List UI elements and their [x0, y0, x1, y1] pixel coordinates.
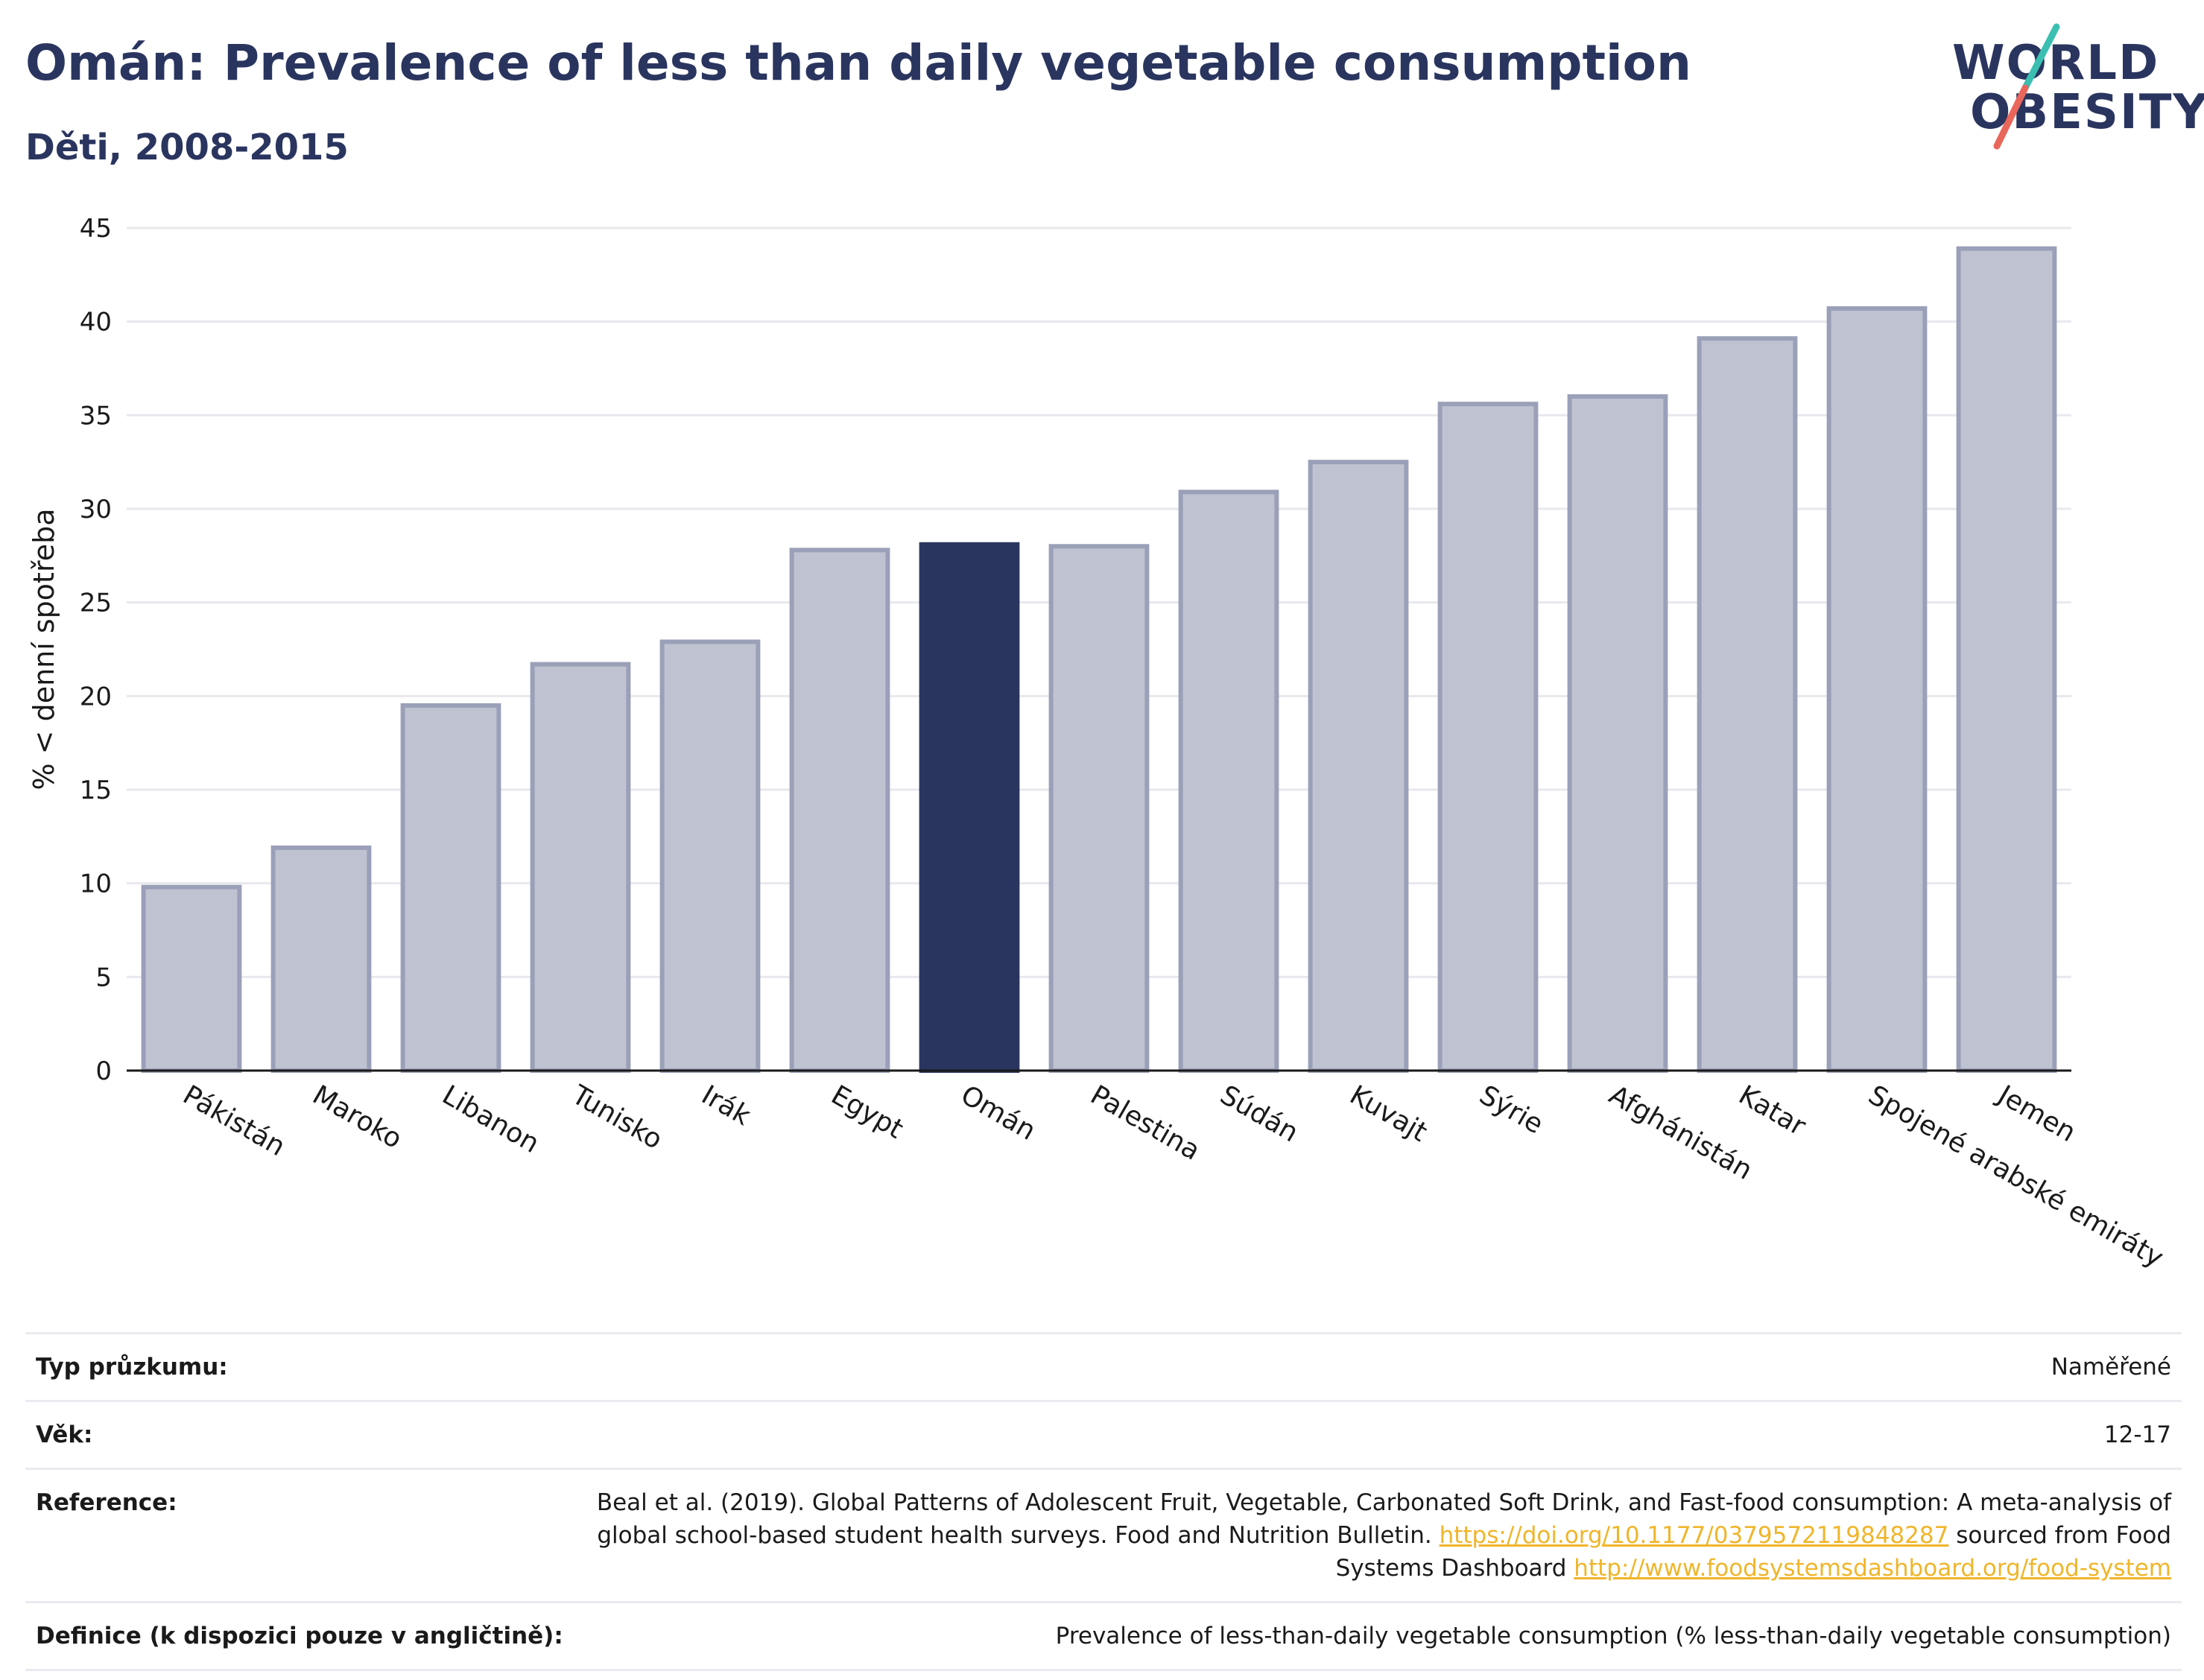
y-tick-label: 45 [80, 214, 112, 244]
bar-13[interactable] [1826, 306, 1928, 1074]
dashboard-link[interactable]: http://www.foodsystemsdashboard.org/food… [1574, 1555, 2171, 1582]
bar-9[interactable] [1308, 460, 1409, 1073]
y-tick-label: 0 [95, 1056, 112, 1086]
x-tick-label: Kuvajt [1345, 1080, 1433, 1148]
meta-label: Reference: [36, 1489, 177, 1516]
bar-14[interactable] [1956, 246, 2057, 1074]
world-obesity-logo[interactable]: WORLD OBESITY [1937, 21, 2204, 155]
bar-6[interactable] [919, 542, 1020, 1073]
meta-label: Definice (k dispozici pouze v angličtině… [36, 1623, 563, 1649]
meta-row-reference: Reference: Beal et al. (2019). Global Pa… [25, 1468, 2182, 1601]
meta-value: Prevalence of less-than-daily vegetable … [1055, 1623, 2171, 1649]
x-tick-label: Palestina [1086, 1080, 1206, 1167]
meta-value: Naměřené [2051, 1354, 2171, 1381]
chart-title: Omán: Prevalence of less than daily vege… [25, 34, 1692, 92]
logo-slash-icon [1993, 23, 2060, 150]
x-tick-label: Libanon [437, 1080, 545, 1159]
metadata-table: Typ průzkumu: Naměřené Věk: 12-17 Refere… [25, 1332, 2182, 1671]
bar-1[interactable] [270, 845, 372, 1073]
bar-12[interactable] [1697, 336, 1798, 1073]
logo-line-1: WORLD [1952, 36, 2160, 91]
y-tick-label: 5 [95, 963, 112, 992]
meta-label: Věk: [36, 1421, 93, 1448]
x-tick-label: Súdán [1215, 1080, 1304, 1148]
bars [141, 246, 2057, 1074]
x-tick-label: Irák [697, 1080, 756, 1132]
doi-link[interactable]: https://doi.org/10.1177/0379572119848287 [1439, 1522, 1949, 1549]
reference-value: Beal et al. (2019). Global Patterns of A… [569, 1486, 2171, 1585]
y-tick-label: 35 [80, 401, 112, 431]
bar-2[interactable] [400, 703, 501, 1074]
bar-10[interactable] [1437, 402, 1539, 1073]
y-tick-label: 10 [80, 869, 112, 899]
meta-row-age: Věk: 12-17 [25, 1400, 2182, 1468]
y-tick-label: 30 [80, 495, 112, 524]
y-axis-label: % < denní spotřeba [28, 508, 60, 790]
bar-5[interactable] [789, 548, 890, 1073]
x-tick-label: Maroko [308, 1080, 408, 1155]
y-tick-label: 40 [80, 308, 112, 337]
bar-8[interactable] [1178, 489, 1279, 1073]
logo-line-2: OBESITY [1970, 85, 2204, 140]
y-tick-label: 15 [80, 776, 112, 805]
x-tick-label: Afghánistán [1604, 1080, 1758, 1186]
x-tick-label: Katar [1734, 1080, 1811, 1142]
x-tick-label: Jemen [1992, 1079, 2081, 1148]
bar-0[interactable] [141, 884, 242, 1074]
chart-subtitle: Děti, 2008-2015 [25, 127, 349, 168]
reference-text: Beal et al. (2019). Global Patterns of A… [596, 1489, 2171, 1549]
x-tick-label: Sýrie [1475, 1080, 1548, 1140]
bar-3[interactable] [530, 662, 631, 1073]
meta-value: 12-17 [2103, 1421, 2171, 1448]
x-tick-label: Omán [956, 1080, 1041, 1147]
bar-7[interactable] [1048, 544, 1150, 1073]
meta-label: Typ průzkumu: [36, 1354, 228, 1381]
bar-11[interactable] [1567, 394, 1668, 1073]
meta-row-definition: Definice (k dispozici pouze v angličtině… [25, 1601, 2182, 1671]
x-tick-label: Egypt [826, 1080, 908, 1144]
x-tick-label: Pákistán [178, 1080, 291, 1162]
y-tick-label: 25 [80, 589, 112, 618]
y-tick-label: 20 [80, 682, 112, 711]
reference-source-text: sourced from Food Systems Dashboard [1335, 1522, 2171, 1582]
bar-4[interactable] [659, 639, 761, 1073]
meta-row-survey-type: Typ průzkumu: Naměřené [25, 1332, 2182, 1400]
x-tick-label: Tunisko [566, 1080, 668, 1156]
bar-chart: 0 5 10 15 20 25 30 35 40 45 Pákistán Maroko Libanon T… [28, 214, 2168, 1274]
